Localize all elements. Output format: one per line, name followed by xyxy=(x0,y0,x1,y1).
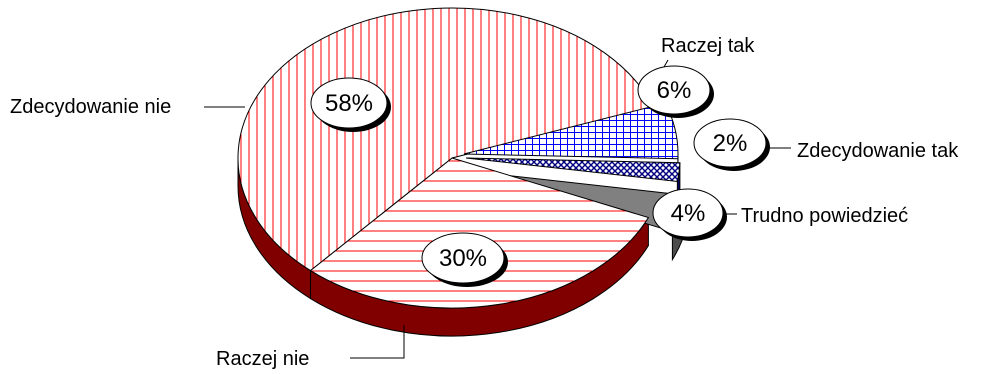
category-label-zdecydowanie-tak: Zdecydowanie tak xyxy=(797,140,959,162)
pie-top-faces xyxy=(237,7,688,309)
category-label-trudno-powiedziec: Trudno powiedzieć xyxy=(741,205,908,227)
slice-raczej-nie xyxy=(309,157,650,309)
value-label-raczej-tak: 6% xyxy=(637,65,714,118)
labels: Zdecydowanie nie Raczej nie Trudno powiedz… xyxy=(10,35,959,370)
value-text: 4% xyxy=(671,200,706,227)
value-bubble xyxy=(421,232,505,284)
slice-zdecydowanie-tak xyxy=(465,157,681,183)
value-label-zdecydowanie-nie: 58% xyxy=(310,77,391,132)
value-bubble xyxy=(637,65,711,115)
value-label-zdecydowanie-tak: 2% xyxy=(693,118,770,171)
leader-raczej-nie xyxy=(350,325,405,359)
category-label-zdecydowanie-nie: Zdecydowanie nie xyxy=(10,96,171,118)
value-label-trudno-powiedziec: 4% xyxy=(652,188,727,241)
value-bubble xyxy=(652,188,724,238)
value-label-raczej-nie: 30% xyxy=(421,232,508,287)
slice-zdecydowanie-nie xyxy=(237,7,655,272)
value-bubble xyxy=(693,118,767,168)
value-text: 2% xyxy=(713,130,748,157)
value-text: 58% xyxy=(325,90,373,117)
value-text: 6% xyxy=(657,77,692,104)
category-label-raczej-tak: Raczej tak xyxy=(661,35,755,57)
value-text: 30% xyxy=(439,245,487,272)
value-bubble xyxy=(310,77,388,129)
category-label-raczej-nie: Raczej nie xyxy=(216,348,309,370)
